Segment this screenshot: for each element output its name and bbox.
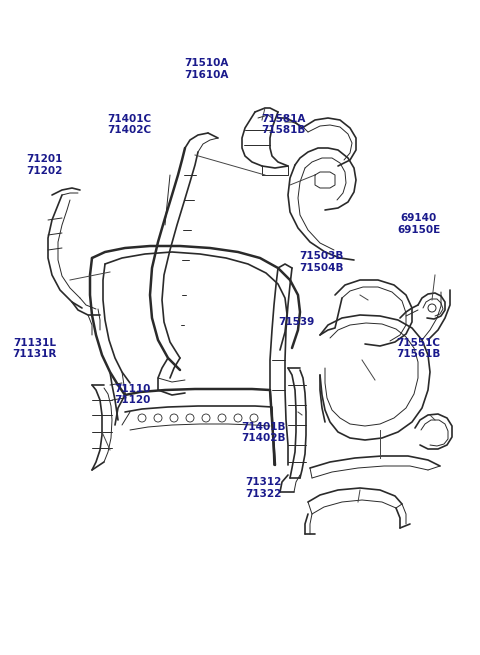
Text: 71539: 71539 [278, 317, 315, 328]
Text: 71401C
71402C: 71401C 71402C [108, 114, 152, 135]
Text: 71401B
71402B: 71401B 71402B [241, 422, 285, 443]
Text: 71510A
71610A: 71510A 71610A [184, 58, 228, 79]
Text: 71131L
71131R: 71131L 71131R [12, 338, 57, 359]
Text: 71110
71120: 71110 71120 [114, 384, 150, 405]
Text: 71551C
71561B: 71551C 71561B [396, 338, 441, 359]
Text: 69140
69150E: 69140 69150E [397, 214, 440, 234]
Text: 71201
71202: 71201 71202 [26, 155, 62, 176]
Text: 71503B
71504B: 71503B 71504B [300, 252, 344, 272]
Text: 71312
71322: 71312 71322 [245, 477, 281, 498]
Text: 71581A
71581B: 71581A 71581B [261, 114, 305, 135]
